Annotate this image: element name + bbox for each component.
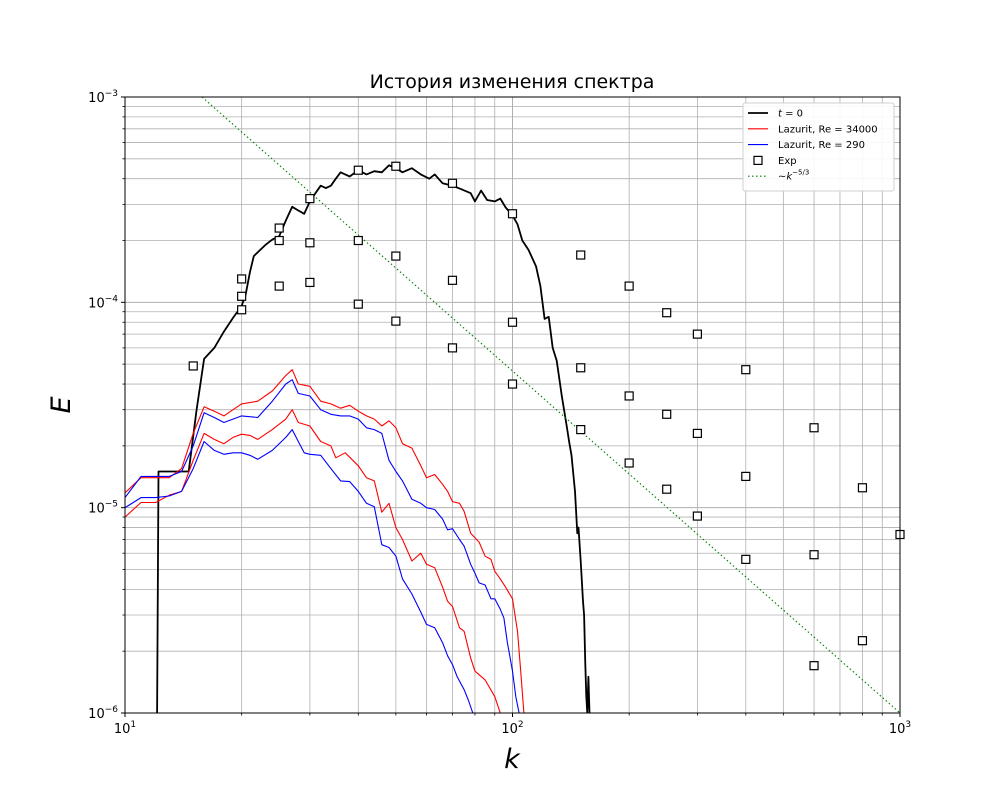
exp-marker bbox=[692, 329, 702, 339]
y-axis-label: E bbox=[46, 396, 77, 413]
series-line bbox=[201, 97, 900, 713]
exp-marker bbox=[274, 223, 284, 233]
legend-box bbox=[742, 102, 895, 192]
exp-marker bbox=[305, 277, 315, 288]
exp-marker bbox=[305, 194, 315, 204]
y-tick-label: 10−5 bbox=[88, 500, 118, 517]
exp-marker bbox=[447, 343, 458, 353]
legend-label: Exp bbox=[778, 156, 797, 167]
exp-marker bbox=[692, 428, 702, 438]
axis-ticks: 101 102 103 10−6 10−5 10−4 10−3 bbox=[88, 89, 911, 737]
exp-marker bbox=[576, 363, 586, 373]
legend: t = 0 Lazurit, Re = 34000 Lazurit, Re = 29… bbox=[742, 102, 895, 192]
x-axis-label: k bbox=[504, 744, 521, 775]
exp-marker bbox=[809, 661, 819, 671]
exp-marker bbox=[353, 165, 363, 175]
x-tick-label: 102 bbox=[501, 720, 523, 737]
exp-marker bbox=[576, 250, 586, 260]
exp-marker bbox=[809, 423, 819, 433]
exp-marker bbox=[237, 291, 247, 301]
exp-marker bbox=[305, 238, 315, 248]
exp-marker bbox=[237, 305, 247, 315]
exp-marker bbox=[274, 281, 284, 291]
series-line bbox=[125, 369, 525, 713]
y-tick-label: 10−4 bbox=[88, 294, 118, 311]
exp-marker bbox=[809, 550, 819, 560]
exp-marker bbox=[624, 458, 634, 468]
exp-marker bbox=[353, 235, 363, 246]
exp-marker bbox=[188, 361, 198, 371]
exp-marker bbox=[274, 235, 284, 246]
exp-marker bbox=[692, 511, 702, 521]
legend-label: Lazurit, Re = 290 bbox=[778, 140, 865, 151]
exp-marker bbox=[624, 281, 634, 291]
exp-marker bbox=[447, 275, 458, 285]
x-tick-label: 103 bbox=[889, 720, 911, 737]
exp-marker bbox=[391, 161, 401, 171]
exp-marker bbox=[741, 365, 751, 375]
exp-marker bbox=[507, 317, 518, 327]
y-tick-label: 10−3 bbox=[88, 89, 118, 106]
series-line bbox=[125, 379, 520, 713]
exp-marker bbox=[507, 379, 518, 389]
legend-label: t = 0 bbox=[778, 109, 803, 120]
exp-marker bbox=[576, 424, 586, 435]
exp-marker bbox=[391, 251, 401, 261]
exp-marker bbox=[857, 636, 868, 646]
exp-marker bbox=[741, 554, 751, 564]
series-line bbox=[125, 409, 501, 713]
x-tick-label: 101 bbox=[114, 720, 136, 737]
legend-label: ∼k−5/3 bbox=[778, 169, 809, 183]
chart-title: История изменения спектра bbox=[370, 71, 655, 93]
exp-marker bbox=[391, 316, 401, 326]
exp-markers bbox=[188, 161, 905, 671]
legend-label: Lazurit, Re = 34000 bbox=[778, 124, 878, 135]
exp-marker bbox=[237, 274, 247, 284]
series-layer bbox=[125, 97, 900, 713]
exp-marker bbox=[741, 471, 751, 481]
exp-marker bbox=[447, 178, 458, 188]
exp-marker bbox=[662, 484, 672, 494]
exp-marker bbox=[662, 308, 672, 318]
exp-marker bbox=[624, 391, 634, 401]
exp-marker bbox=[507, 209, 518, 219]
exp-marker bbox=[857, 483, 868, 493]
series-line bbox=[156, 164, 591, 713]
series-line bbox=[125, 429, 474, 713]
exp-marker bbox=[662, 409, 672, 419]
legend-marker bbox=[753, 155, 763, 165]
y-tick-label: 10−6 bbox=[88, 705, 118, 722]
exp-marker bbox=[353, 299, 363, 309]
